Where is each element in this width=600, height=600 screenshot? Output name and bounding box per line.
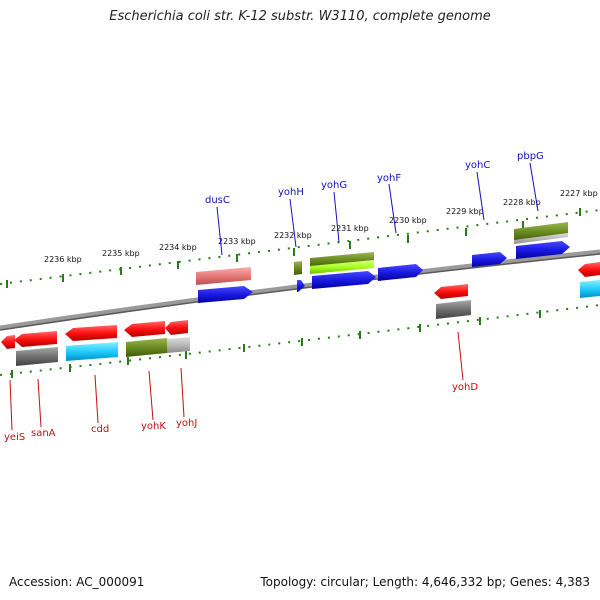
gene-arrow-reverse [578, 262, 600, 277]
gene-arrow-reverse [1, 335, 15, 349]
feature-block [196, 267, 251, 285]
gene-leader-lines [9, 331, 464, 431]
gene-arrow-forward [378, 264, 423, 281]
feature-block [310, 252, 374, 268]
gene-label: yeiS [4, 432, 25, 443]
gene-labels-bottom: yeiS sanA cdd yohK yohJ yohD [4, 382, 478, 443]
gene-arrow-reverse [65, 325, 117, 341]
features-bottom-strand [1, 262, 600, 366]
gene-label: yohJ [176, 418, 197, 429]
gene-arrow-forward [472, 252, 507, 267]
gene-labels-top: dusC yohH yohG yohF yohC pbpG [205, 151, 544, 206]
gene-label: yohG [321, 180, 347, 191]
gene-label: yohH [278, 187, 304, 198]
kbp-label: 2233 kbp [218, 237, 256, 246]
gene-arrow-forward [198, 286, 253, 303]
feature-block [16, 347, 58, 366]
kbp-label: 2232 kbp [274, 231, 312, 240]
kbp-label: 2236 kbp [44, 255, 82, 264]
gene-arrow-reverse [434, 284, 468, 299]
feature-block [167, 337, 190, 353]
feature-block [294, 261, 302, 275]
feature-block [580, 280, 600, 298]
gene-arrow-forward [516, 241, 570, 259]
feature-block [126, 338, 167, 357]
gene-arrow-forward [297, 280, 305, 292]
accession-text: Accession: AC_000091 [9, 575, 145, 589]
gene-label: yohK [141, 421, 166, 432]
kbp-label: 2229 kbp [446, 207, 484, 216]
kbp-label: 2230 kbp [389, 216, 427, 225]
gene-arrow-forward [312, 271, 376, 289]
kbp-label: 2228 kbp [503, 198, 541, 207]
kbp-label: 2234 kbp [159, 243, 197, 252]
feature-block [436, 300, 471, 319]
gene-label: yohF [377, 173, 401, 184]
gene-arrow-reverse [124, 321, 165, 337]
gene-label: cdd [91, 424, 109, 435]
feature-block [514, 222, 568, 242]
kbp-label: 2227 kbp [560, 189, 598, 198]
kbp-label: 2231 kbp [331, 224, 369, 233]
gene-arrow-reverse [165, 320, 188, 335]
gene-leader-lines [216, 162, 539, 256]
feature-block [66, 342, 118, 361]
feature-block [310, 260, 374, 274]
genome-summary-text: Topology: circular; Length: 4,646,332 bp… [260, 575, 590, 589]
gene-label: pbpG [517, 151, 544, 162]
feature-block [514, 233, 568, 244]
gene-label: yohD [452, 382, 478, 393]
scale-ruler-top [0, 208, 600, 288]
kbp-label: 2235 kbp [102, 249, 140, 258]
scale-ruler-bottom [0, 304, 600, 378]
map-title: Escherichia coli str. K-12 substr. W3110… [109, 9, 491, 24]
gene-label: dusC [205, 195, 230, 206]
gene-label: sanA [31, 428, 56, 439]
gene-arrow-reverse [14, 331, 57, 347]
kbp-labels: 2236 kbp 2235 kbp 2234 kbp 2233 kbp 2232… [44, 189, 598, 264]
features-top-strand [196, 222, 570, 303]
gene-label: yohC [465, 160, 490, 171]
